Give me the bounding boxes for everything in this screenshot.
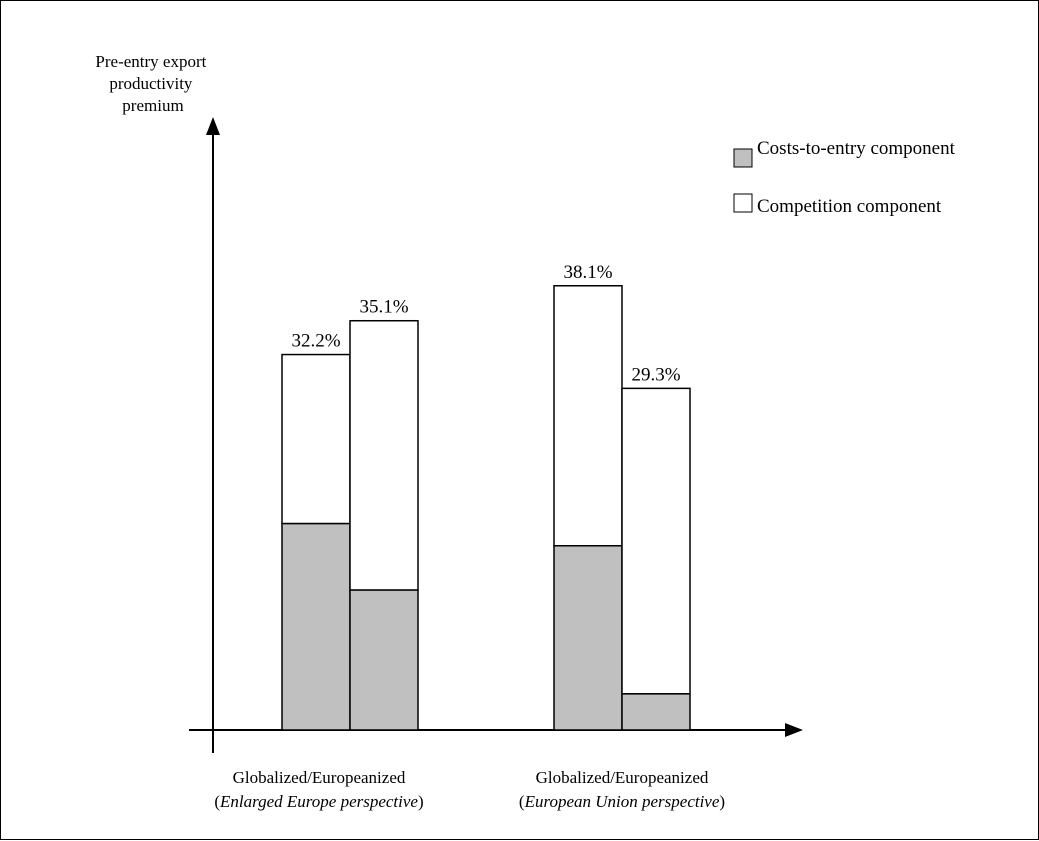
value-label-g2-b2: 29.3% [631, 364, 680, 385]
legend-swatch-competition [733, 193, 753, 213]
legend-swatch-costs [733, 148, 753, 168]
bar-competition-g1-b2 [349, 319, 419, 591]
bar-competition-g2-b1 [553, 285, 623, 547]
bar-costs-g2-b1 [553, 545, 623, 731]
y-axis-arrow [206, 117, 220, 135]
bar-costs-g1-b1 [281, 522, 351, 731]
value-label-g2-b1: 38.1% [563, 262, 612, 283]
value-labels-layer: 32.2% 35.1% 38.1% 29.3% [291, 262, 680, 386]
value-label-g1-b1: 32.2% [291, 331, 340, 352]
bar-competition-g2-b2 [621, 387, 691, 695]
y-axis-label: Pre-entry export productivity premium [95, 52, 210, 115]
value-label-g1-b2: 35.1% [359, 297, 408, 318]
category-label-1-line-1: Globalized/Europeanized [233, 768, 406, 787]
y-axis-label-line-2: productivity [109, 74, 193, 93]
category-label-2-line-2: (European Union perspective) [519, 792, 725, 811]
bar-costs-g2-b2 [621, 693, 691, 731]
category-label-1-line-2: (Enlarged Europe perspective) [214, 792, 423, 811]
legend-label-costs: Costs-to-entry component [757, 138, 956, 159]
category-label-2-line-1: Globalized/Europeanized [536, 768, 709, 787]
legend-label-competition: Competition component [757, 196, 942, 217]
x-axis-arrow [785, 723, 803, 737]
legend: Costs-to-entry component Competition com… [733, 138, 956, 217]
bars-layer [281, 285, 691, 731]
y-axis-label-line-3: premium [122, 96, 183, 115]
y-axis-label-line-1: Pre-entry export [95, 52, 206, 71]
bar-competition-g1-b1 [281, 353, 351, 525]
bar-costs-g1-b2 [349, 589, 419, 731]
